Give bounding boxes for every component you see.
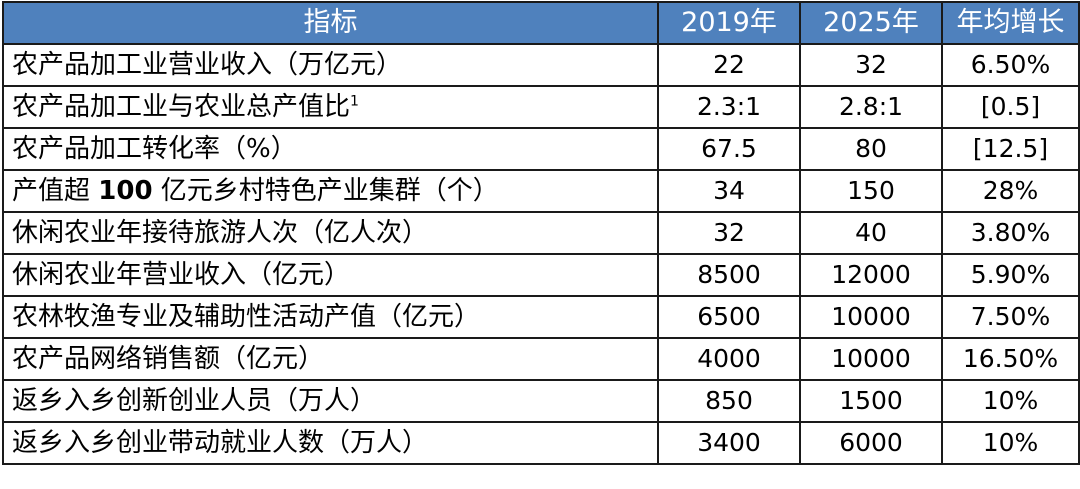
header-2025: 2025年 xyxy=(799,1,943,45)
value-2025: 6000 xyxy=(799,421,943,465)
value-2019: 4000 xyxy=(657,337,801,381)
indicator-name: 农产品加工业营业收入（万亿元） xyxy=(2,43,659,87)
table-header: 指标 2019年 2025年 年均增长 xyxy=(2,1,1080,45)
value-2019: 32 xyxy=(657,211,801,255)
value-growth: 5.90% xyxy=(941,253,1080,297)
indicator-name: 产值超 100 亿元乡村特色产业集群（个） xyxy=(2,169,659,213)
header-2019: 2019年 xyxy=(657,1,801,45)
value-growth: 16.50% xyxy=(941,337,1080,381)
table-row: 农林牧渔专业及辅助性活动产值（亿元） 6500 10000 7.50% xyxy=(2,295,1080,339)
value-growth: 6.50% xyxy=(941,43,1080,87)
table-row: 农产品加工业营业收入（万亿元） 22 32 6.50% xyxy=(2,43,1080,87)
value-growth: [12.5] xyxy=(941,127,1080,171)
value-growth: 7.50% xyxy=(941,295,1080,339)
indicator-table: 指标 2019年 2025年 年均增长 农产品加工业营业收入（万亿元） 22 3… xyxy=(2,1,1080,465)
indicator-name-prefix: 产值超 xyxy=(12,176,99,206)
header-growth: 年均增长 xyxy=(941,1,1080,45)
indicator-name-text: 农产品加工业与农业总产值比 xyxy=(12,92,351,122)
value-2025: 80 xyxy=(799,127,943,171)
table-row: 返乡入乡创业带动就业人数（万人） 3400 6000 10% xyxy=(2,421,1080,465)
table-row: 休闲农业年接待旅游人次（亿人次） 32 40 3.80% xyxy=(2,211,1080,255)
value-2025: 1500 xyxy=(799,379,943,423)
value-2019: 3400 xyxy=(657,421,801,465)
value-growth: 3.80% xyxy=(941,211,1080,255)
value-growth: 10% xyxy=(941,421,1080,465)
indicator-name: 休闲农业年营业收入（亿元） xyxy=(2,253,659,297)
value-2019: 67.5 xyxy=(657,127,801,171)
indicator-name-bold: 100 xyxy=(98,176,153,206)
value-growth: 28% xyxy=(941,169,1080,213)
table-row: 返乡入乡创新创业人员（万人） 850 1500 10% xyxy=(2,379,1080,423)
value-2019: 34 xyxy=(657,169,801,213)
value-2025: 40 xyxy=(799,211,943,255)
indicator-name: 休闲农业年接待旅游人次（亿人次） xyxy=(2,211,659,255)
value-2019: 22 xyxy=(657,43,801,87)
value-2025: 12000 xyxy=(799,253,943,297)
table-row: 农产品网络销售额（亿元） 4000 10000 16.50% xyxy=(2,337,1080,381)
indicator-name: 农产品加工转化率（%） xyxy=(2,127,659,171)
table-row: 农产品加工转化率（%） 67.5 80 [12.5] xyxy=(2,127,1080,171)
value-2019: 6500 xyxy=(657,295,801,339)
value-2025: 32 xyxy=(799,43,943,87)
value-2025: 2.8:1 xyxy=(799,85,943,129)
footnote-marker: 1 xyxy=(350,93,359,110)
value-2019: 2.3:1 xyxy=(657,85,801,129)
table-row: 产值超 100 亿元乡村特色产业集群（个） 34 150 28% xyxy=(2,169,1080,213)
indicator-name: 农产品网络销售额（亿元） xyxy=(2,337,659,381)
value-growth: [0.5] xyxy=(941,85,1080,129)
indicator-name: 农林牧渔专业及辅助性活动产值（亿元） xyxy=(2,295,659,339)
value-2019: 8500 xyxy=(657,253,801,297)
value-growth: 10% xyxy=(941,379,1080,423)
value-2019: 850 xyxy=(657,379,801,423)
value-2025: 150 xyxy=(799,169,943,213)
value-2025: 10000 xyxy=(799,337,943,381)
table-row: 农产品加工业与农业总产值比1 2.3:1 2.8:1 [0.5] xyxy=(2,85,1080,129)
header-row: 指标 2019年 2025年 年均增长 xyxy=(2,1,1080,45)
indicator-name: 返乡入乡创业带动就业人数（万人） xyxy=(2,421,659,465)
value-2025: 10000 xyxy=(799,295,943,339)
header-indicator: 指标 xyxy=(2,1,659,45)
indicator-name: 农产品加工业与农业总产值比1 xyxy=(2,85,659,129)
table-body: 农产品加工业营业收入（万亿元） 22 32 6.50% 农产品加工业与农业总产值… xyxy=(2,43,1080,465)
indicator-name-suffix: 亿元乡村特色产业集群（个） xyxy=(152,176,499,206)
table-row: 休闲农业年营业收入（亿元） 8500 12000 5.90% xyxy=(2,253,1080,297)
indicator-name: 返乡入乡创新创业人员（万人） xyxy=(2,379,659,423)
